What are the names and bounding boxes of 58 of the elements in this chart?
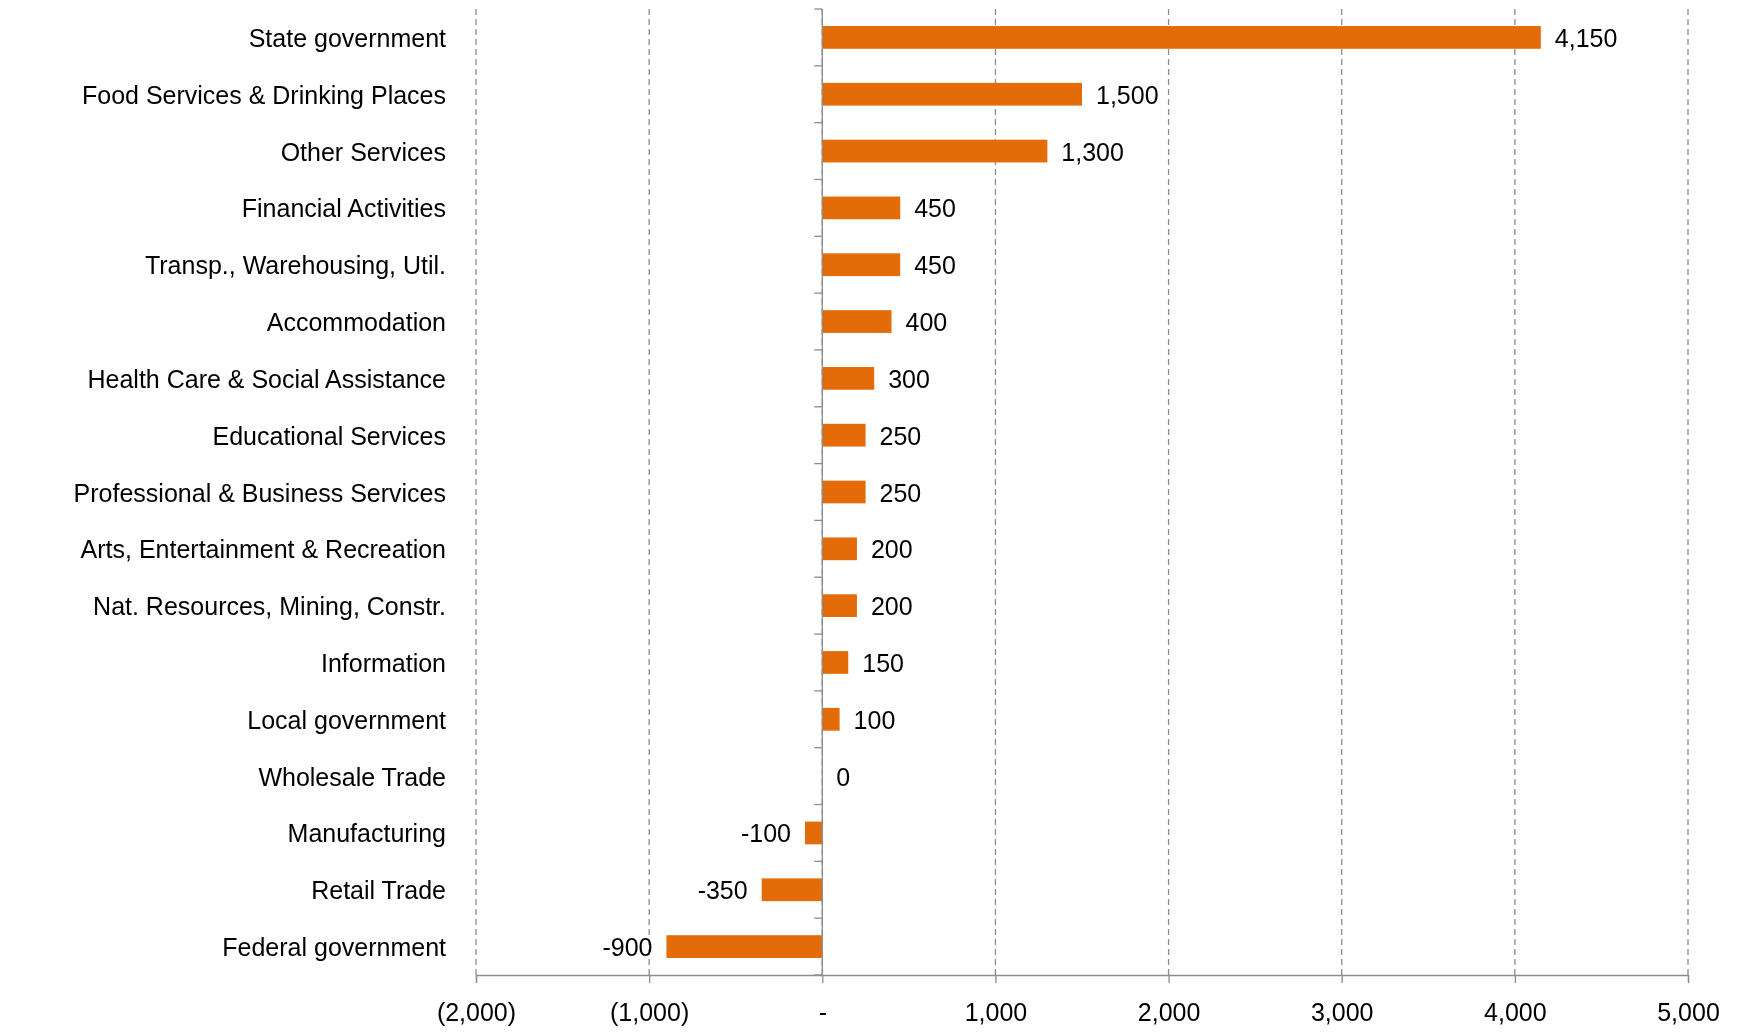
data-label: 250 <box>879 478 922 507</box>
data-label: -900 <box>602 933 653 962</box>
bar <box>822 139 1048 163</box>
x-tick-label: 4,000 <box>1484 998 1547 1026</box>
x-tick-label: - <box>818 998 827 1026</box>
bar <box>666 935 823 958</box>
data-label: 150 <box>862 648 904 677</box>
data-label: 200 <box>870 592 913 621</box>
data-label: -350 <box>697 876 748 905</box>
bar <box>822 82 1082 106</box>
y-tick-label: Transp., Warehousing, Util. <box>144 251 446 280</box>
bar <box>761 878 823 902</box>
y-tick-label: Nat. Resources, Mining, Constr. <box>93 592 446 621</box>
x-tick-label: (2,000) <box>436 998 517 1026</box>
bar <box>822 310 892 333</box>
y-tick-label: Other Services <box>280 137 446 166</box>
bar <box>822 196 901 220</box>
bar <box>822 707 840 731</box>
y-tick-label: Manufacturing <box>287 819 446 848</box>
bar <box>822 26 1541 49</box>
bar <box>822 480 866 504</box>
bar <box>822 594 857 618</box>
x-tick-label: 5,000 <box>1657 998 1720 1026</box>
data-label: 450 <box>914 194 956 223</box>
data-label: -100 <box>740 819 791 848</box>
bar <box>804 821 823 845</box>
x-tick-label: (1,000) <box>610 998 690 1026</box>
data-label: 300 <box>888 364 930 393</box>
y-tick-label: Accommodation <box>266 308 446 337</box>
bar <box>822 651 849 674</box>
y-tick-label: Educational Services <box>212 421 446 450</box>
x-tick-label: 1,000 <box>964 998 1028 1026</box>
data-label: 100 <box>853 705 896 734</box>
bar <box>822 366 875 390</box>
data-label: 200 <box>870 535 913 564</box>
y-tick-label: Health Care & Social Assistance <box>87 364 446 393</box>
data-label: 0 <box>836 762 851 791</box>
y-tick-label: Federal government <box>222 933 447 962</box>
data-label: 250 <box>879 421 922 450</box>
bar <box>822 253 901 277</box>
data-label: 1,500 <box>1096 80 1159 109</box>
data-label: 400 <box>905 308 948 337</box>
x-tick-label: 2,000 <box>1137 998 1201 1026</box>
y-tick-label: State government <box>248 23 447 52</box>
y-tick-label: Retail Trade <box>311 876 446 905</box>
data-label: 4,150 <box>1554 23 1618 52</box>
y-tick-label: Arts, Entertainment & Recreation <box>80 535 446 564</box>
data-label: 450 <box>914 251 956 280</box>
y-tick-label: Wholesale Trade <box>258 762 446 791</box>
x-tick-label: 3,000 <box>1310 998 1374 1026</box>
y-tick-label: Local government <box>247 705 447 734</box>
y-tick-label: Professional & Business Services <box>73 478 446 507</box>
data-label: 1,300 <box>1061 137 1124 166</box>
bar <box>822 423 866 447</box>
bar <box>822 537 857 561</box>
y-tick-label: Information <box>320 648 446 677</box>
y-tick-label: Financial Activities <box>241 194 446 223</box>
y-tick-label: Food Services & Drinking Places <box>81 80 446 109</box>
